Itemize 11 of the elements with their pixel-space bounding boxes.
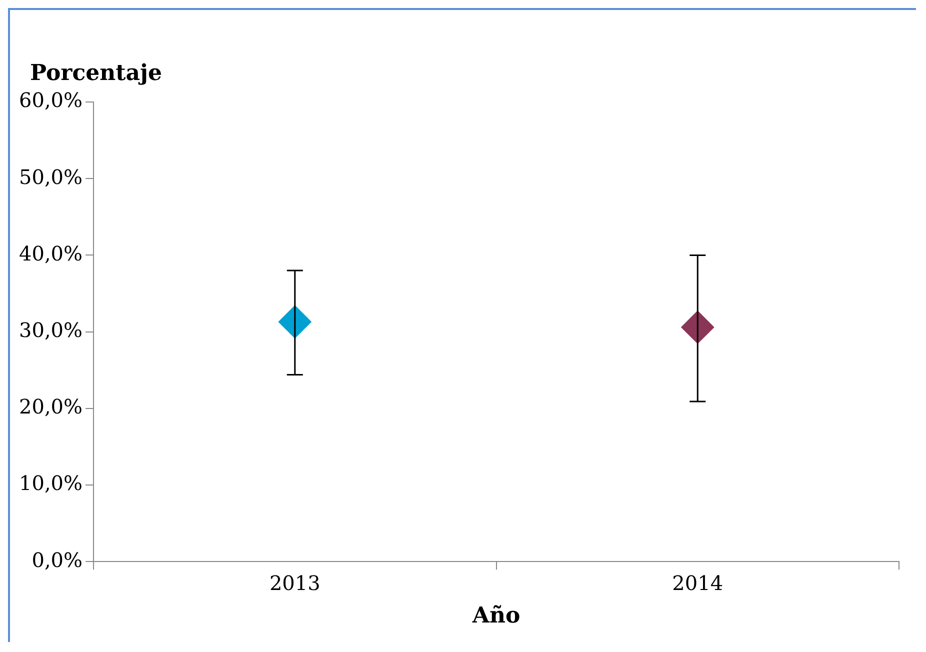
- y-tick-label: 0,0%: [32, 548, 83, 572]
- x-tick-label: 2014: [672, 570, 724, 595]
- y-tick-label: 10,0%: [18, 471, 83, 496]
- y-tick-label: 40,0%: [18, 241, 83, 266]
- y-tick-label: 20,0%: [18, 394, 83, 419]
- y-tick-label: 60,0%: [18, 88, 83, 112]
- y-tick-label: 30,0%: [18, 318, 83, 342]
- x-tick-label: 2013: [269, 570, 320, 595]
- y-tick-label: 50,0%: [18, 164, 83, 189]
- y-axis-title: Porcentaje: [30, 60, 162, 86]
- x-axis-title: Año: [471, 602, 520, 629]
